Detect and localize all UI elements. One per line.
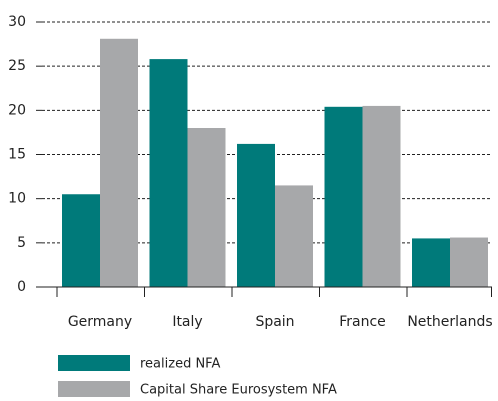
y-tick-label: 15 [8, 147, 26, 163]
bar [324, 106, 363, 287]
y-tick-label: 0 [17, 279, 26, 295]
bar [187, 128, 226, 287]
x-tick-label: France [339, 314, 386, 330]
bar [149, 59, 188, 287]
bar [275, 185, 313, 287]
y-tick-label: 25 [8, 58, 26, 74]
x-tick-label: Netherlands [407, 314, 492, 330]
bar [237, 143, 275, 287]
x-tick-label: Italy [172, 314, 202, 330]
y-tick-label: 30 [8, 14, 26, 30]
y-tick-label: 20 [8, 102, 26, 118]
bar [100, 38, 138, 288]
y-tick-label: 10 [8, 191, 26, 207]
bar [412, 238, 450, 287]
legend-label: realized NFA [140, 357, 220, 372]
bar [450, 237, 488, 287]
legend-swatch [58, 381, 130, 397]
bar [62, 194, 100, 287]
y-tick-label: 5 [17, 235, 26, 251]
legend-swatch [58, 355, 130, 371]
x-tick-label: Germany [68, 314, 132, 330]
x-tick-label: Spain [255, 314, 294, 330]
legend-label: Capital Share Eurosystem NFA [140, 383, 337, 398]
bar [362, 105, 401, 288]
